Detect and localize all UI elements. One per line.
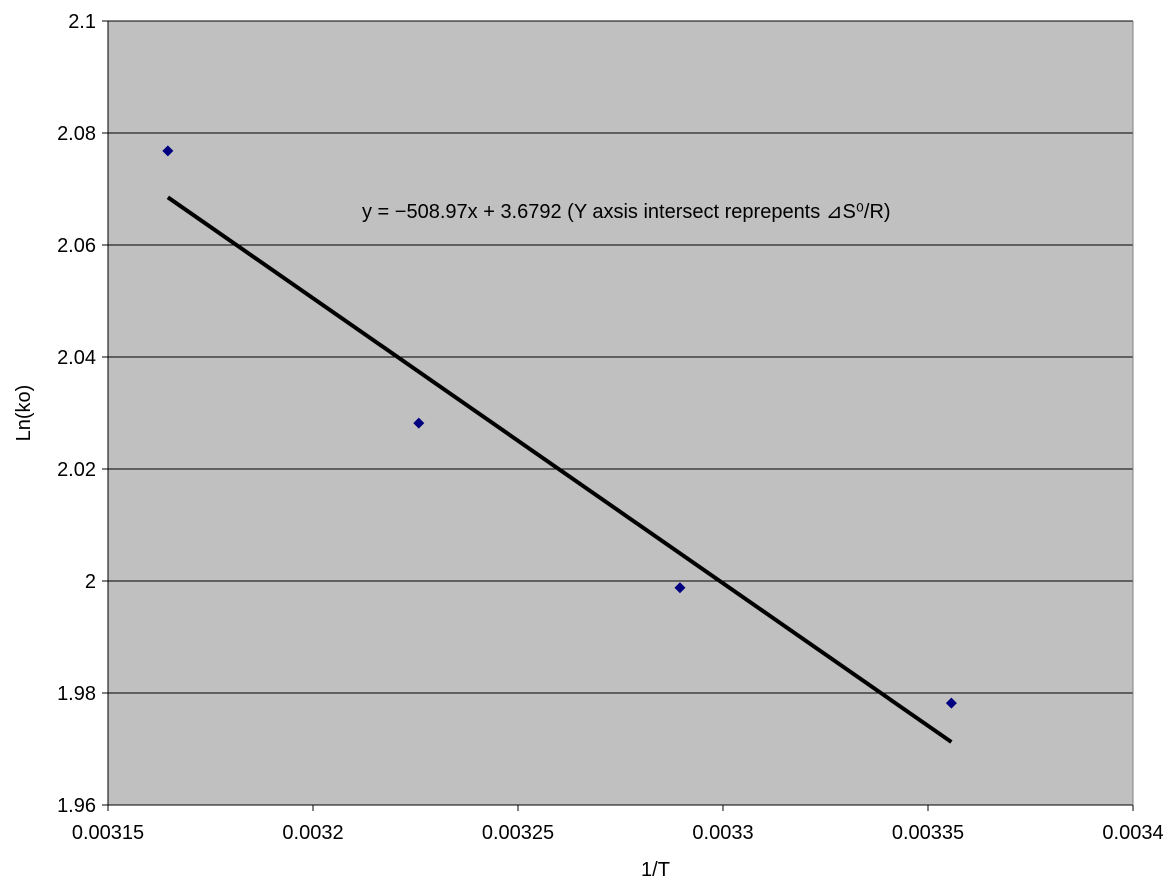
x-tick-label: 0.0033 xyxy=(692,822,753,844)
y-axis-title: Ln(ko) xyxy=(13,385,35,442)
x-tick-label: 0.0032 xyxy=(282,822,343,844)
y-tick-label: 2.06 xyxy=(57,235,96,257)
gridlines xyxy=(108,20,1133,694)
data-points xyxy=(162,145,957,709)
data-point-marker xyxy=(945,697,957,709)
data-point-marker xyxy=(413,417,425,429)
tick-labels: 1.96 1.98 2 2.02 2.04 2.06 2.08 2.1 0.00315 0.003… xyxy=(57,11,1164,844)
data-point-marker xyxy=(162,145,174,157)
y-tick-label: 2.1 xyxy=(68,11,96,33)
y-tick-label: 2.02 xyxy=(57,459,96,481)
data-point-marker xyxy=(674,582,686,594)
y-tick-label: 1.96 xyxy=(57,795,96,817)
y-tick-label: 2.04 xyxy=(57,347,96,369)
x-tick-label: 0.0034 xyxy=(1102,822,1163,844)
x-axis-title: 1/T xyxy=(641,859,670,881)
trendline-layer xyxy=(166,195,953,744)
x-tick-label: 0.00315 xyxy=(72,822,144,844)
plot-area xyxy=(108,21,1133,805)
x-tick-label: 0.00325 xyxy=(482,822,554,844)
y-tick-label: 2.08 xyxy=(57,123,96,145)
y-tick-label: 1.98 xyxy=(57,683,96,705)
trendline xyxy=(166,195,953,744)
trendline-equation-annotation: y = −508.97x + 3.6792 (Y axsis intersect… xyxy=(362,201,891,223)
axes xyxy=(102,20,1134,811)
x-tick-label: 0.00335 xyxy=(892,822,964,844)
y-tick-label: 2 xyxy=(85,571,96,593)
